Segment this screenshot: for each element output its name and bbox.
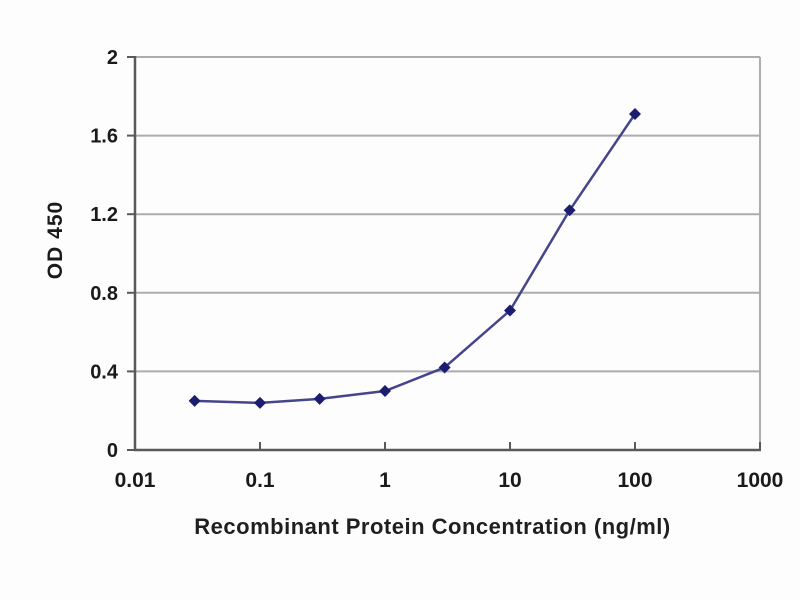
x-tick-label-10: 10 <box>498 469 521 492</box>
x-tick-label-0.1: 0.1 <box>245 469 275 492</box>
y-tick-label-0.8: 0.8 <box>90 283 118 305</box>
y-tick-label-1.2: 1.2 <box>90 204 118 226</box>
data-point-marker-0-5 <box>504 304 516 317</box>
data-point-marker-0-0 <box>188 394 201 407</box>
data-point-marker-0-7 <box>629 107 641 120</box>
y-tick-label-0: 0 <box>107 440 118 462</box>
x-axis-title: Recombinant Protein Concentration (ng/ml… <box>194 514 671 539</box>
y-tick-label-2: 2 <box>107 47 118 69</box>
data-point-marker-0-3 <box>379 385 391 398</box>
data-point-marker-0-2 <box>313 392 326 405</box>
y-axis-title: OD 450 <box>44 200 67 280</box>
data-point-marker-0-4 <box>438 361 451 374</box>
series-line-0 <box>194 113 637 405</box>
data-point-marker-0-1 <box>254 396 266 409</box>
data-point-marker-0-6 <box>563 204 576 217</box>
y-tick-label-0.4: 0.4 <box>90 361 119 383</box>
x-tick-label-1: 1 <box>379 469 391 492</box>
x-tick-label-1000: 1000 <box>737 469 784 492</box>
x-tick-label-100: 100 <box>617 469 652 492</box>
y-tick-label-1.6: 1.6 <box>90 126 118 148</box>
x-tick-label-0.01: 0.01 <box>115 469 156 492</box>
